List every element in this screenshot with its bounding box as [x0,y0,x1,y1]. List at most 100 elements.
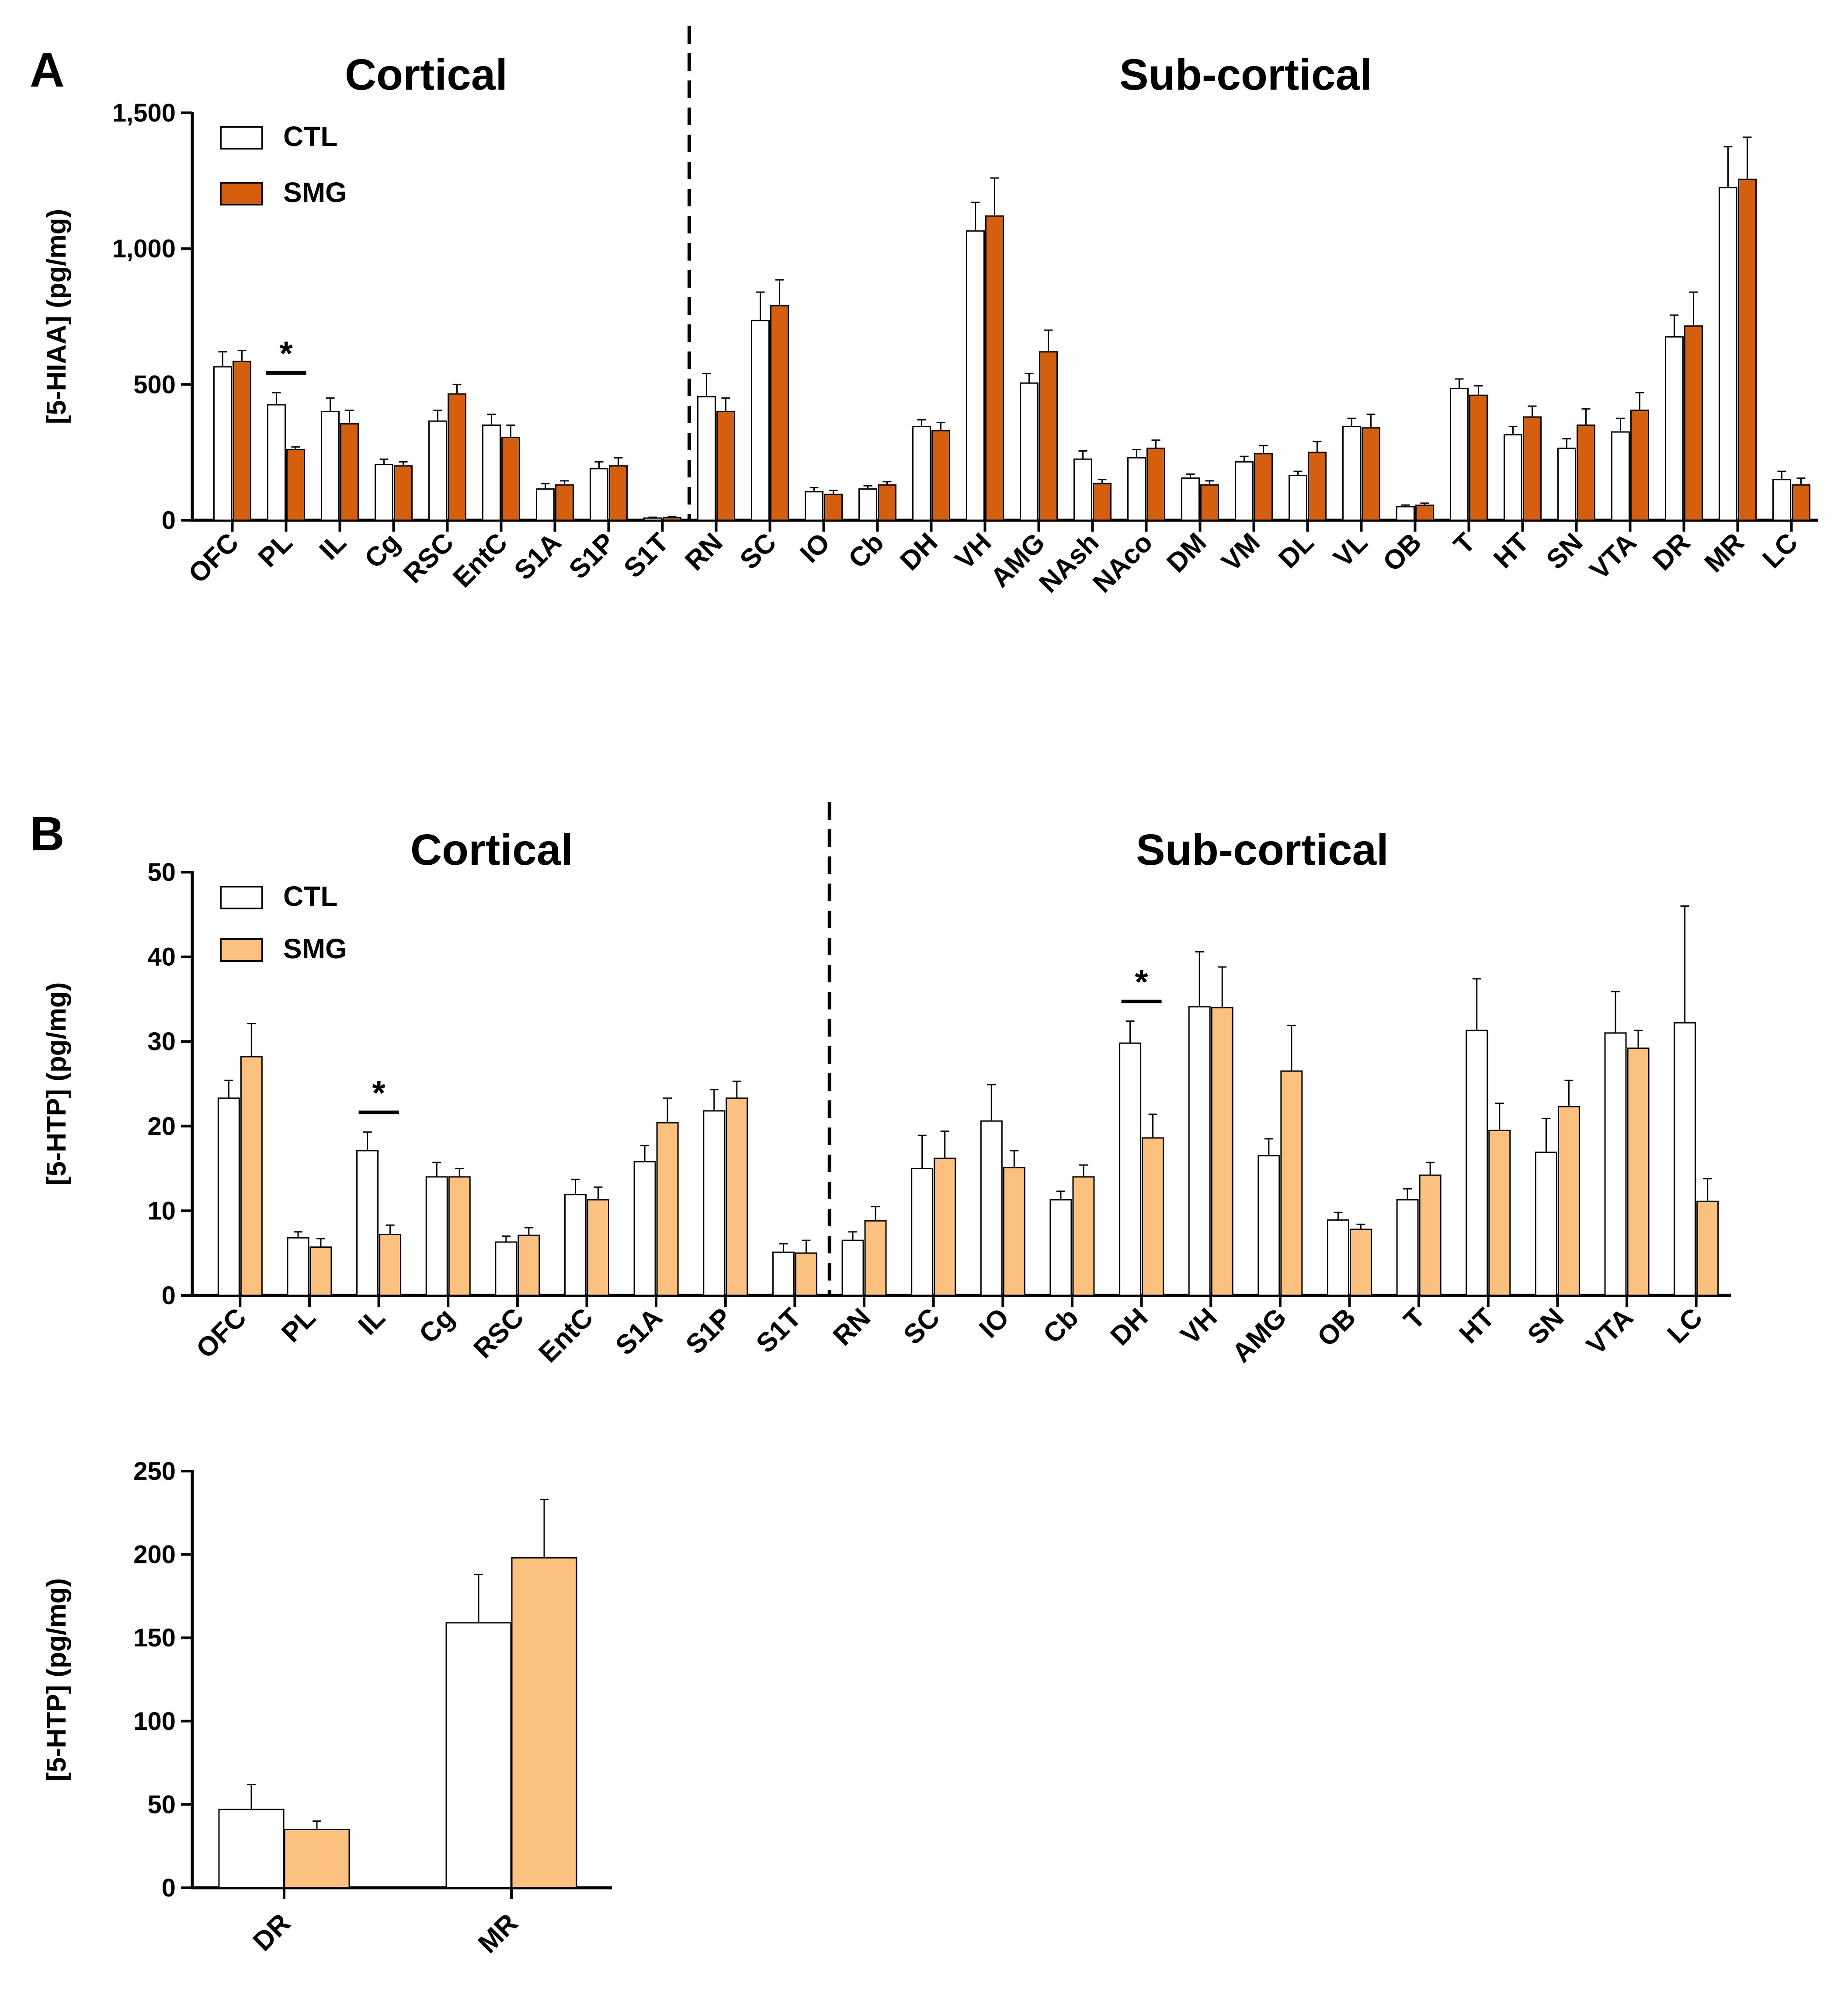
bar-ctl-dr [218,1809,285,1889]
category-label-t: T [1448,527,1481,560]
bar-smg-s1p [726,1097,748,1296]
panel-a-chart: A Cortical Sub-cortical [5-HIAA] (pg/mg) 0 50… [30,26,1818,599]
category-label-lc: LC [1661,1302,1708,1349]
legend-swatch-smg [220,938,263,962]
y-tick-label: 250 [133,1457,176,1486]
bar-ctl-il [321,411,340,521]
bar-ctl-amg [1257,1155,1280,1296]
bar-smg-ob [1415,505,1434,521]
bar-ctl-lc [1772,479,1791,521]
bar-smg-s1t [795,1252,817,1296]
category-label-dr: DR [1647,527,1696,576]
bar-smg-sn [1577,425,1595,521]
bar-smg-pl [309,1246,332,1296]
category-label-cb: Cb [1038,1302,1084,1349]
bar-smg-nash [1093,483,1112,521]
panel-letter-b: B [30,807,64,861]
y-tick-label: 20 [147,1112,176,1141]
y-axis-label: [5-HTP] (pg/mg) [42,982,72,1186]
category-label-vta: VTA [1581,1302,1639,1361]
bar-ctl-ht [1466,1030,1488,1296]
bar-smg-io [824,494,843,521]
category-label-naco: NAco [1087,527,1158,599]
y-tick-label: 0 [162,1281,176,1310]
category-label-ob: OB [1377,527,1428,578]
significance-star: * [279,334,293,372]
y-axis-label: [5-HIAA] (pg/mg) [42,209,72,424]
bar-ctl-ofc [217,1097,240,1296]
bar-ctl-s1t [643,517,662,521]
bar-smg-rsc [518,1235,540,1296]
y-tick-label: 150 [133,1624,176,1652]
bar-smg-io [1003,1167,1025,1296]
bar-smg-amg [1039,351,1058,521]
bar-smg-vh [1211,1007,1233,1296]
legend-swatch-smg [220,182,263,205]
bar-smg-vl [1362,427,1380,521]
bar-ctl-ofc [213,366,232,521]
bar-smg-rn [716,411,735,521]
category-label-s1p: S1P [680,1302,738,1360]
y-axis-label: [5-HTP] (pg/mg) [42,1578,72,1782]
bar-ctl-sn [1535,1152,1557,1296]
bar-smg-vm [1254,453,1273,521]
bar-ctl-cg [425,1176,448,1296]
bar-smg-mr [511,1557,577,1889]
category-label-io: IO [973,1302,1015,1344]
bar-smg-s1a [656,1122,679,1296]
bar-smg-cb [1072,1176,1095,1296]
category-label-s1a: S1A [508,527,567,586]
legend-label-ctl: CTL [283,121,337,152]
category-label-rsc: RSC [468,1302,529,1364]
bar-smg-ob [1350,1228,1372,1296]
y-tick-label: 500 [133,370,176,399]
group-label-sub-cortical: Sub-cortical [1119,50,1372,99]
category-label-s1t: S1T [750,1302,807,1359]
bar-ctl-t [1396,1199,1419,1296]
bar-ctl-ob [1327,1219,1349,1296]
category-label-cg: Cg [413,1302,460,1349]
bar-ctl-vm [1235,461,1254,521]
bar-smg-ofc [233,361,251,521]
bar-ctl-entc [564,1194,587,1296]
bar-smg-t [1419,1174,1442,1296]
category-label-entc: EntC [447,527,513,593]
category-label-s1a: S1A [610,1302,668,1361]
bar-smg-dm [1200,484,1219,521]
significance-star: * [372,1073,386,1112]
bar-smg-cb [878,484,896,521]
bar-ctl-pl [287,1237,309,1296]
category-label-vh: VH [1175,1302,1223,1350]
group-label-sub-cortical: Sub-cortical [1136,825,1389,874]
category-label-s1p: S1P [563,527,621,585]
y-tick-label: 40 [147,943,176,971]
y-tick-label: 0 [162,1874,176,1902]
bar-smg-rn [864,1220,887,1296]
bar-smg-t [1469,394,1488,521]
bar-smg-ht [1523,416,1542,521]
legend-label-smg: SMG [283,933,347,964]
bar-ctl-sn [1557,447,1576,521]
y-tick-label: 1,000 [112,235,176,263]
legend-label-ctl: CTL [283,880,337,912]
bar-smg-vta [1627,1047,1650,1296]
bar-ctl-mr [1719,187,1737,521]
category-label-t: T [1398,1302,1431,1336]
bar-ctl-s1p [590,468,608,521]
category-label-ofc: OFC [183,527,244,589]
bar-ctl-nash [1073,458,1092,521]
bar-smg-dh [1142,1137,1164,1296]
bar-smg-ht [1488,1129,1511,1296]
group-label-cortical: Cortical [345,50,507,99]
category-label-lc: LC [1757,527,1803,574]
bar-ctl-s1a [633,1161,656,1296]
bar-smg-sn [1557,1106,1580,1296]
y-tick-label: 30 [147,1027,176,1056]
bar-ctl-vl [1342,426,1361,521]
category-label-vl: VL [1328,527,1374,573]
y-tick-label: 10 [147,1197,176,1225]
category-label-mr: MR [1699,527,1750,578]
category-label-ht: HT [1488,527,1535,574]
category-label-sn: SN [1522,1302,1570,1350]
y-tick-label: 50 [147,1790,176,1819]
